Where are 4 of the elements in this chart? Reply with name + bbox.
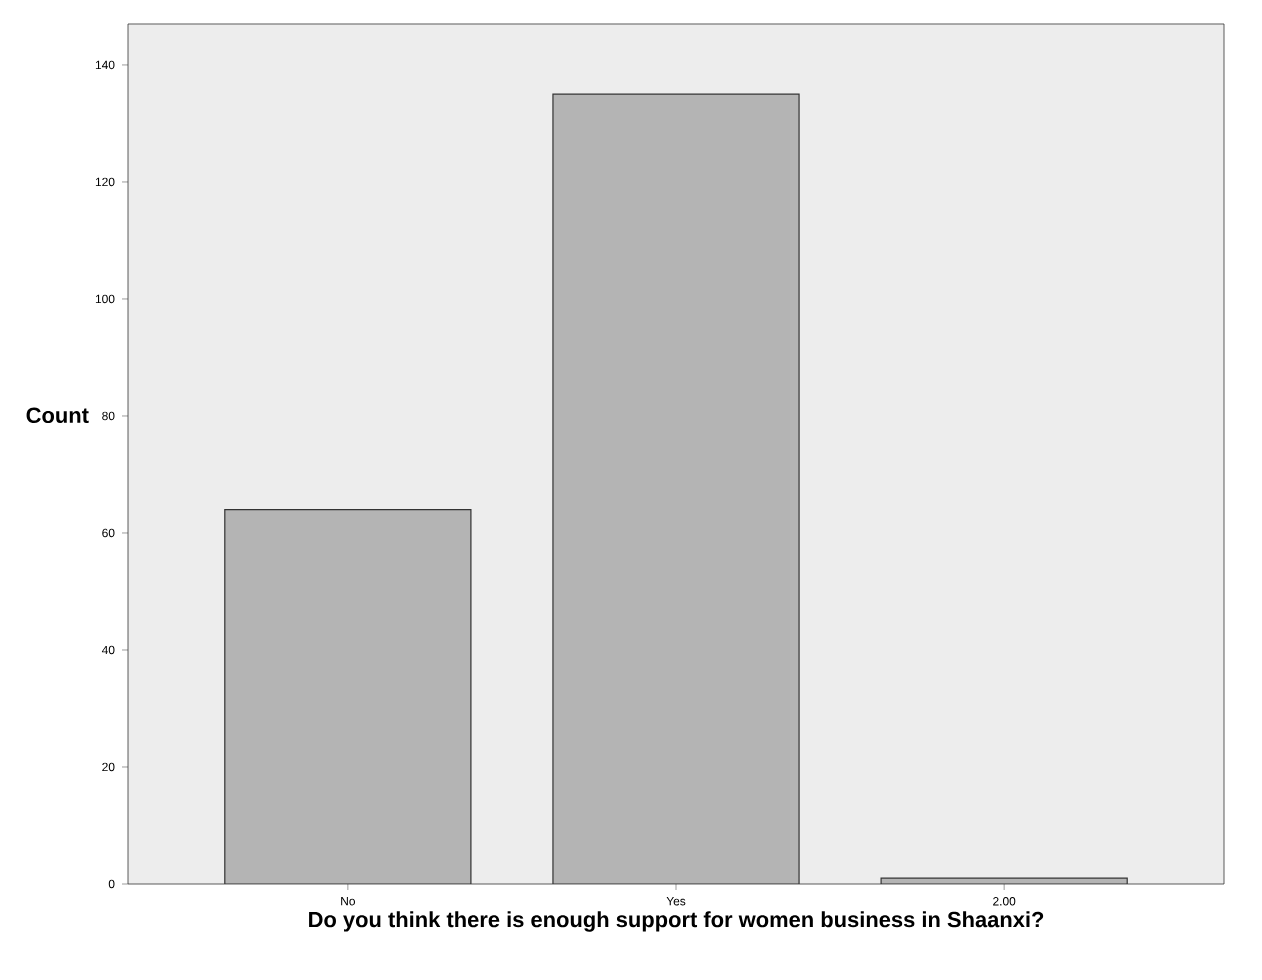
bar bbox=[552, 93, 800, 884]
x-axis-title: Do you think there is enough support for women business in Shaanxi? bbox=[309, 911, 1044, 932]
bar bbox=[224, 509, 471, 884]
y-axis-title: Count bbox=[26, 407, 89, 424]
